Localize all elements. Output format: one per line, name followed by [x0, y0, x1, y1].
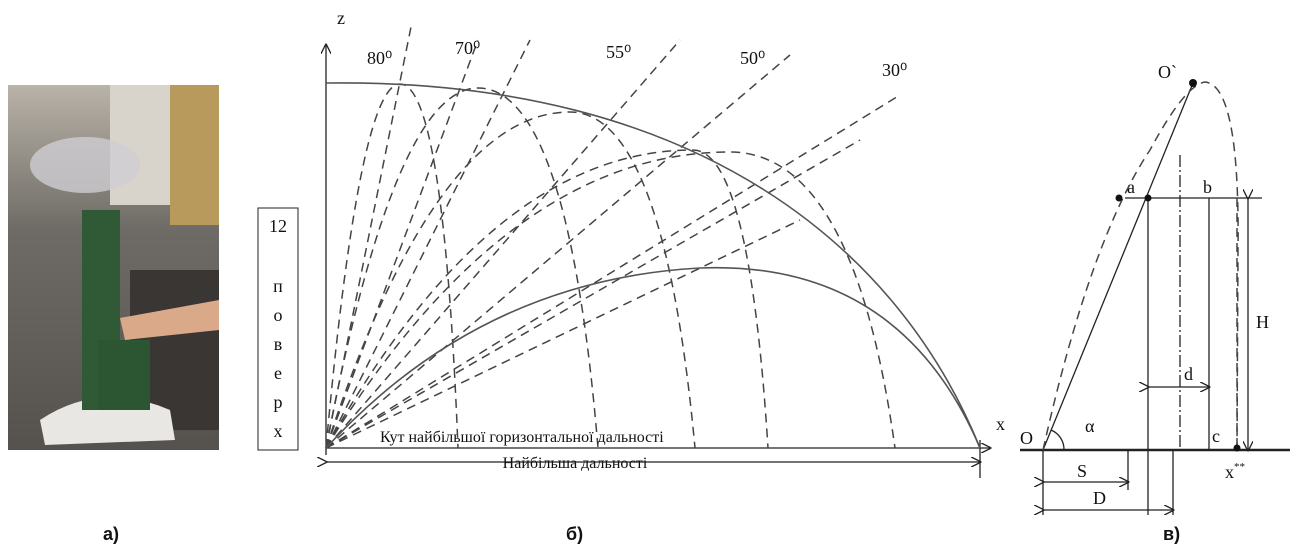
dimension-label: S: [1077, 461, 1087, 481]
angle-label: 55⁰: [606, 42, 631, 62]
trajectory-diagram: [258, 22, 990, 478]
angle-label: α: [1085, 416, 1095, 436]
dimension-label: H: [1256, 312, 1269, 332]
caption: а): [103, 524, 119, 544]
floor-letter: о: [274, 305, 283, 325]
trajectory: [326, 88, 598, 448]
angle-label: 50⁰: [740, 48, 765, 68]
dimension-label: d: [1184, 364, 1193, 384]
photo: [8, 85, 219, 450]
note: Найбільша дальності: [503, 455, 648, 472]
floor-letter: х: [274, 421, 283, 441]
caption: б): [566, 524, 583, 544]
ray: [326, 220, 800, 448]
caption: в): [1163, 524, 1180, 544]
dimension-label: D: [1093, 488, 1106, 508]
angle-label: 80⁰: [367, 48, 392, 68]
ray: [326, 55, 790, 448]
trajectory: [326, 150, 768, 448]
angle-label: 30⁰: [882, 60, 907, 80]
floor-letter: р: [274, 392, 283, 412]
geometry-diagram: [1020, 79, 1290, 515]
point-label: O: [1020, 428, 1033, 448]
label: **: [1234, 461, 1245, 473]
point-label: a: [1127, 177, 1135, 197]
angle-label: 70⁰: [455, 38, 480, 58]
ray: [326, 40, 680, 448]
floor-number: 12: [269, 216, 287, 236]
point-label: O`: [1158, 62, 1177, 82]
note: Кут найбільшої горизонтальної дальності: [380, 429, 664, 446]
floor-letter: е: [274, 363, 282, 383]
trajectory: [326, 152, 895, 448]
trajectory: [326, 112, 695, 448]
figure: а) z x 80⁰ 70⁰ 55⁰ 50⁰ 30⁰ 12 поверх Кут…: [0, 0, 1296, 550]
ray: [326, 95, 900, 448]
label: x: [1225, 462, 1234, 482]
ray: [326, 40, 530, 448]
point-label: x**: [1225, 461, 1245, 482]
axis-label: z: [337, 8, 345, 28]
axis-label: x: [996, 414, 1005, 434]
point-label: b: [1203, 177, 1212, 197]
point-label: c: [1212, 426, 1220, 446]
floor-letter: в: [274, 334, 283, 354]
floor-letter: п: [273, 276, 283, 296]
